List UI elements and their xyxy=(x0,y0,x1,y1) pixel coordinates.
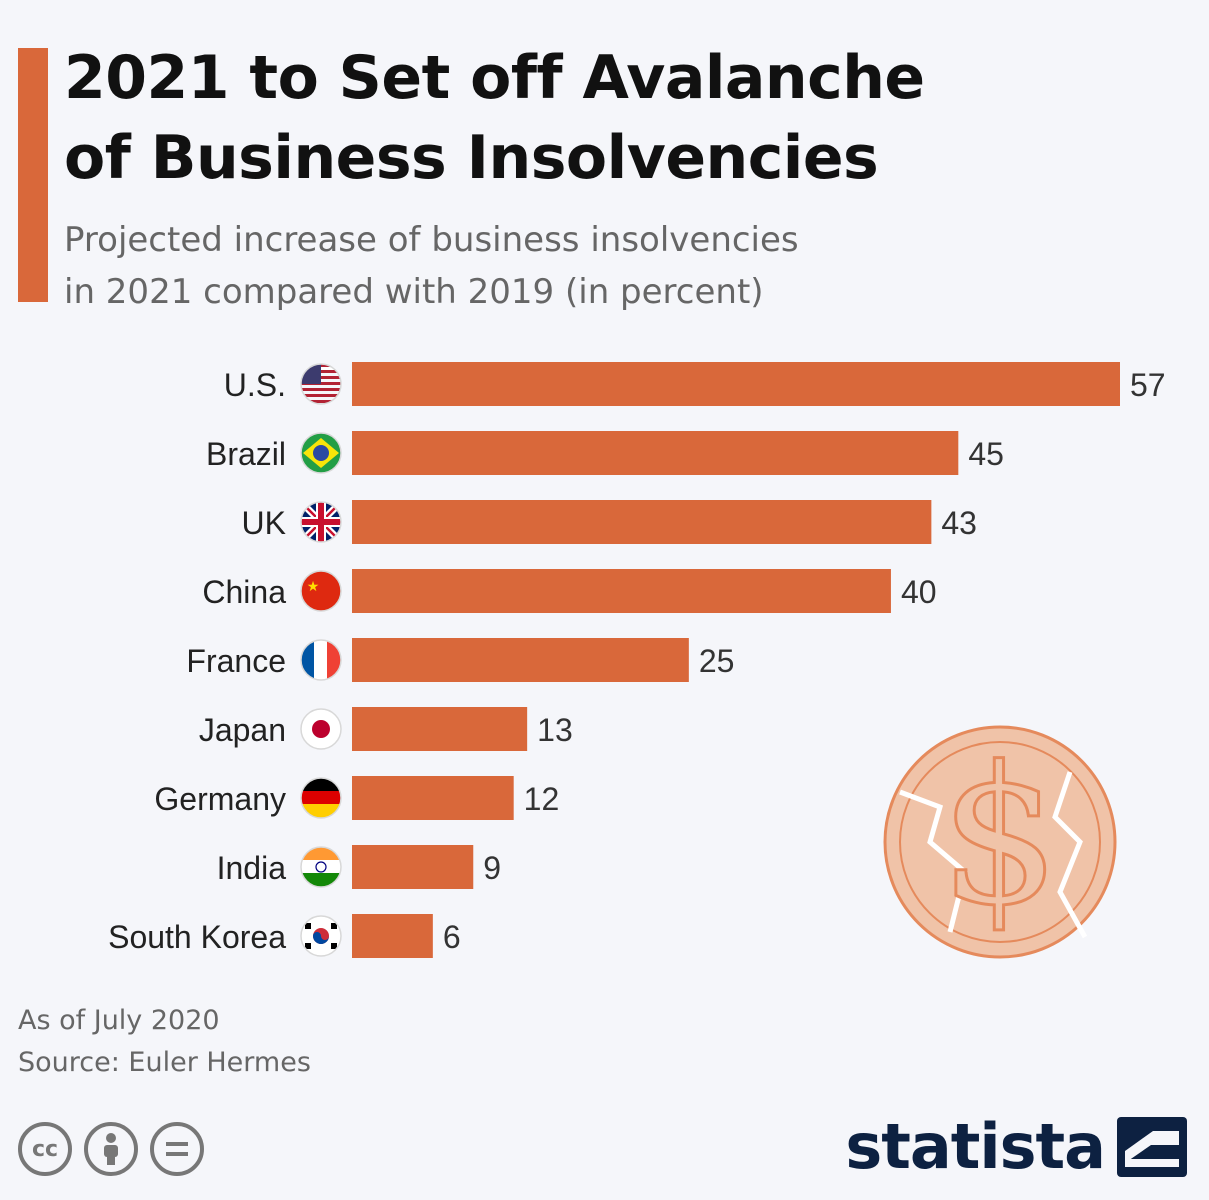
nd-icon[interactable] xyxy=(150,1122,204,1176)
bar xyxy=(352,569,891,613)
bar xyxy=(352,776,514,820)
bar xyxy=(352,500,932,544)
category-label: South Korea xyxy=(108,919,286,955)
data-label: 57 xyxy=(1130,367,1166,403)
data-label: 13 xyxy=(537,712,573,748)
cracked-dollar-coin-icon: $ xyxy=(883,725,1117,959)
data-label: 45 xyxy=(968,436,1004,472)
data-label: 40 xyxy=(901,574,937,610)
chart-subtitle: Projected increase of business insolvenc… xyxy=(64,220,799,312)
accent-bar xyxy=(18,48,48,302)
bar xyxy=(352,845,474,889)
svg-text:$: $ xyxy=(940,726,1061,947)
category-label: Brazil xyxy=(206,436,286,472)
footnote: As of July 2020 Source: Euler Hermes xyxy=(18,1000,311,1084)
bar xyxy=(352,707,528,751)
chart-title: 2021 to Set off Avalanche of Business In… xyxy=(64,43,925,193)
category-label: Germany xyxy=(154,781,286,817)
by-icon[interactable] xyxy=(84,1122,138,1176)
flag-india-icon xyxy=(300,846,342,888)
statista-mark-icon xyxy=(1117,1116,1187,1177)
cc-icon[interactable]: cc xyxy=(18,1122,72,1176)
as-of-note: As of July 2020 xyxy=(18,1005,220,1036)
flag-germany-icon xyxy=(300,777,342,819)
flag-france-icon xyxy=(300,639,342,681)
data-label: 12 xyxy=(524,781,560,817)
flag-china-icon: ★ xyxy=(300,570,342,612)
data-label: 6 xyxy=(443,919,461,955)
bar xyxy=(352,638,689,682)
license-icons: cc xyxy=(18,1122,204,1176)
category-label: China xyxy=(202,574,286,610)
source-note: Source: Euler Hermes xyxy=(18,1047,311,1078)
svg-text:★: ★ xyxy=(307,579,320,595)
statista-wordmark: statista xyxy=(845,1110,1106,1183)
bar-chart: U.S. 57 Brazil 45 UK 43 China ★ 40 France 25 Japan 1… xyxy=(108,362,1166,958)
flag-brazil-icon xyxy=(300,432,342,474)
category-label: Japan xyxy=(199,712,286,748)
category-label: France xyxy=(186,643,286,679)
category-label: UK xyxy=(242,505,286,541)
flag-japan-icon xyxy=(300,708,342,750)
bar xyxy=(352,431,959,475)
statista-logo[interactable]: statista xyxy=(845,1110,1189,1183)
flag-south-korea-icon xyxy=(300,915,342,957)
data-label: 43 xyxy=(941,505,977,541)
data-label: 25 xyxy=(699,643,735,679)
category-label: U.S. xyxy=(224,367,286,403)
bar xyxy=(352,362,1120,406)
flag-uk-icon xyxy=(300,501,342,543)
flag-us-icon xyxy=(300,363,342,405)
data-label: 9 xyxy=(483,850,501,886)
bar xyxy=(352,914,433,958)
category-label: India xyxy=(217,850,287,886)
